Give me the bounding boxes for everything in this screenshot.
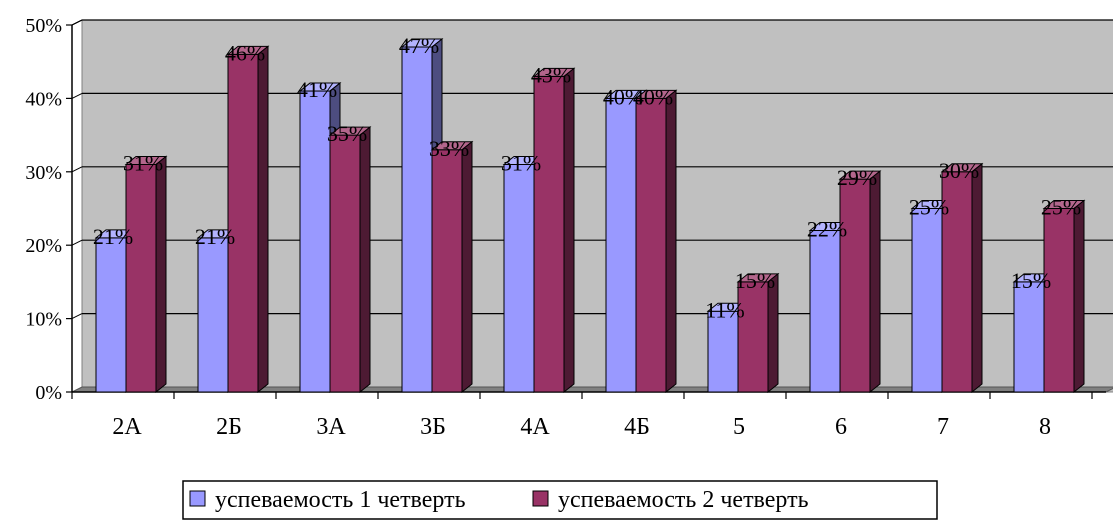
bar-side <box>257 45 269 394</box>
data-label: 15% <box>1011 268 1051 293</box>
bar-front <box>635 97 667 393</box>
data-label: 29% <box>837 165 877 190</box>
x-tick-label: 4А <box>520 414 550 440</box>
y-tick-label: 30% <box>25 162 62 184</box>
data-label: 33% <box>429 136 469 161</box>
data-label: 40% <box>633 84 673 109</box>
bar-front <box>401 46 433 393</box>
x-tick-label: 2Б <box>216 414 242 440</box>
data-label: 21% <box>93 224 133 249</box>
data-label: 41% <box>297 77 337 102</box>
bar <box>532 67 576 394</box>
legend: успеваемость 1 четверть успеваемость 2 че… <box>182 480 938 520</box>
bar <box>736 272 780 394</box>
data-label: 47% <box>399 33 439 58</box>
bar <box>1042 199 1086 394</box>
gridline-depth <box>71 92 83 99</box>
bar-side <box>155 155 167 394</box>
bar-side <box>359 126 371 394</box>
data-label: 46% <box>225 40 265 65</box>
data-label: 30% <box>939 158 979 183</box>
bar-front <box>197 237 229 393</box>
x-tick-label: 3А <box>316 414 346 440</box>
bar-side <box>971 162 983 394</box>
bar-side <box>665 89 677 394</box>
data-label: 31% <box>123 150 163 175</box>
gridline-depth <box>71 313 83 320</box>
x-tick-labels: 2А 2Б 3А 3Б 4А 4Б 5 6 7 8 <box>112 414 1051 440</box>
data-label: 35% <box>327 121 367 146</box>
bar-front <box>299 90 331 393</box>
bar-front <box>809 230 841 393</box>
legend-label: успеваемость 1 четверть <box>215 487 466 513</box>
bar-side <box>1073 199 1085 394</box>
bar <box>838 170 882 394</box>
legend-label: успеваемость 2 четверть <box>558 487 809 513</box>
y-tick-label: 50% <box>25 15 62 37</box>
bar-front <box>911 208 943 393</box>
data-label: 22% <box>807 217 847 242</box>
y-tick-label: 10% <box>25 309 62 331</box>
bar-front <box>707 310 739 393</box>
bar-front <box>1043 208 1075 393</box>
x-tick-label: 5 <box>733 414 745 440</box>
bar-front <box>737 281 769 393</box>
bar <box>634 89 678 394</box>
x-tick-label: 7 <box>937 414 949 440</box>
bar-side <box>563 67 575 394</box>
data-labels: 21% 31% 21% 46% 41% 35% 47% 33% 31% 43% 40%40% 11% 1… <box>93 33 1081 322</box>
axis-depth-line <box>71 19 83 26</box>
bar-front <box>1013 281 1045 393</box>
y-tick-labels: 0% 10% 20% 30% 40% 50% <box>25 15 62 404</box>
bar <box>940 162 984 394</box>
bar-front <box>125 163 157 393</box>
data-label: 21% <box>195 224 235 249</box>
x-tick-label: 4Б <box>624 414 650 440</box>
bar-front <box>839 178 871 393</box>
legend-box <box>182 480 938 520</box>
data-label: 15% <box>735 268 775 293</box>
y-tick-label: 0% <box>35 382 62 404</box>
bar <box>430 140 474 394</box>
legend-swatch <box>532 490 549 507</box>
bar-side <box>767 272 779 394</box>
bar <box>124 155 168 394</box>
bar-front <box>95 237 127 393</box>
x-tick-label: 2А <box>112 414 142 440</box>
y-tick-label: 40% <box>25 88 62 110</box>
data-label: 25% <box>909 195 949 220</box>
bar-side <box>461 140 473 394</box>
data-label: 40% <box>603 84 643 109</box>
bar-front <box>329 134 361 393</box>
gridline-depth <box>71 239 83 246</box>
legend-swatch <box>189 490 206 507</box>
x-tick-label: 6 <box>835 414 847 440</box>
x-tick-label: 3Б <box>420 414 446 440</box>
bars <box>94 37 1086 394</box>
bar-front <box>431 149 463 393</box>
bar <box>328 126 372 394</box>
bar-side <box>869 170 881 394</box>
data-label: 43% <box>531 62 571 87</box>
gridline-depth <box>71 166 83 173</box>
data-label: 25% <box>1041 195 1081 220</box>
y-tick-label: 20% <box>25 235 62 257</box>
data-label: 11% <box>705 297 745 322</box>
bar-front <box>503 163 535 393</box>
data-label: 31% <box>501 150 541 175</box>
bar-front <box>533 75 565 393</box>
bar-front <box>605 97 637 393</box>
bar <box>226 45 270 394</box>
x-tick-label: 8 <box>1039 414 1051 440</box>
